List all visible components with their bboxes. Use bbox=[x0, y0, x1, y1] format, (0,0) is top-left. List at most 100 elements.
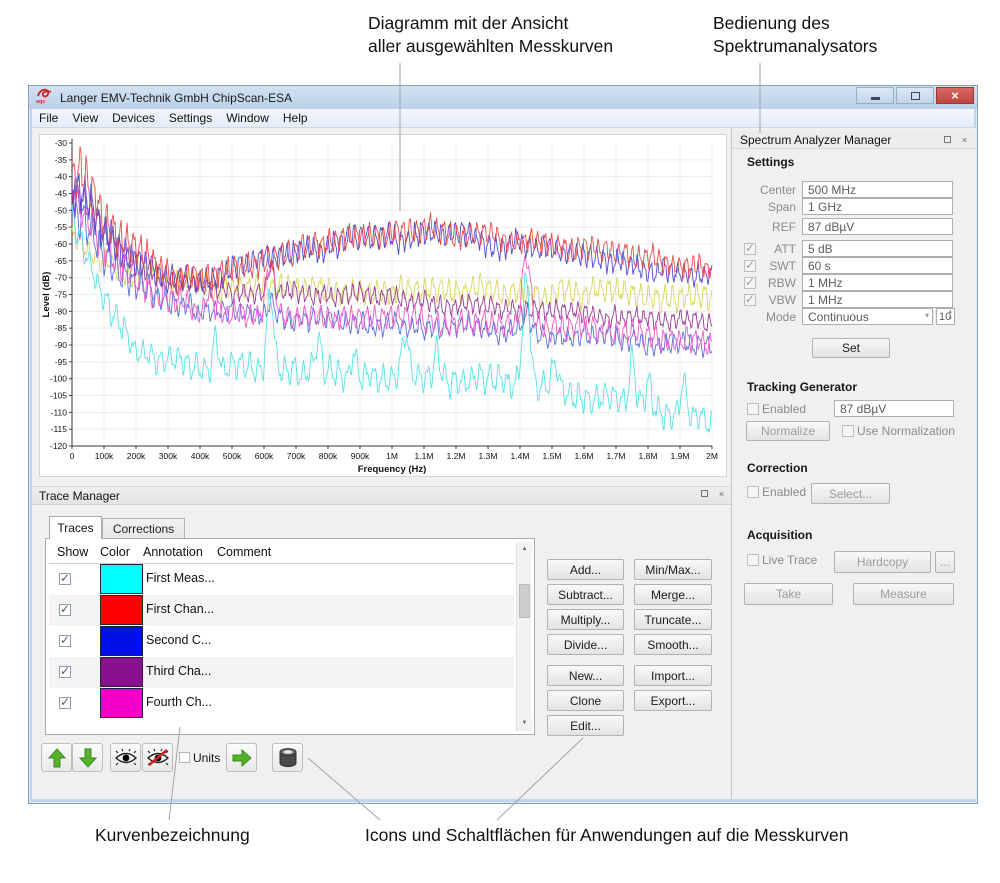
scroll-down-icon[interactable]: ▼ bbox=[517, 716, 532, 731]
trace-row-1[interactable]: First Meas... bbox=[49, 564, 514, 595]
tg-enabled-label: Enabled bbox=[762, 402, 807, 416]
window-minimize-button[interactable] bbox=[856, 87, 894, 104]
clone-button[interactable]: Clone bbox=[547, 690, 624, 711]
move-up-button[interactable] bbox=[41, 743, 72, 772]
hardcopy-more-button[interactable]: ... bbox=[935, 551, 955, 573]
menu-file[interactable]: File bbox=[39, 111, 59, 125]
tab-traces[interactable]: Traces bbox=[49, 516, 102, 539]
take-button[interactable]: Take bbox=[744, 583, 833, 605]
menu-window[interactable]: Window bbox=[226, 111, 269, 125]
vbw-checkbox[interactable] bbox=[744, 292, 756, 306]
span-input[interactable]: 1 GHz bbox=[802, 198, 953, 215]
minmax-button[interactable]: Min/Max... bbox=[634, 559, 712, 580]
measure-button[interactable]: Measure bbox=[853, 583, 954, 605]
svg-text:-115: -115 bbox=[51, 424, 68, 434]
minimize-icon bbox=[870, 97, 880, 100]
trace-row-5[interactable]: Fourth Ch... bbox=[49, 688, 514, 719]
import-button[interactable]: Import... bbox=[634, 665, 712, 686]
swt-checkbox[interactable] bbox=[744, 258, 756, 272]
select-correction-button[interactable]: Select... bbox=[811, 483, 890, 504]
export-button[interactable]: Export... bbox=[634, 690, 712, 711]
correction-heading: Correction bbox=[747, 461, 808, 475]
arrow-up-icon bbox=[47, 747, 66, 767]
add-button[interactable]: Add... bbox=[547, 559, 624, 580]
mode-count-spinner[interactable]: 10 ▲ ▼ bbox=[936, 308, 955, 325]
trace-panel-float-icon[interactable] bbox=[701, 490, 710, 499]
subtract-button[interactable]: Subtract... bbox=[547, 584, 624, 605]
panel-float-icon[interactable] bbox=[944, 136, 953, 145]
hide-trace-button[interactable] bbox=[142, 743, 173, 772]
window-close-button[interactable]: × bbox=[936, 87, 974, 104]
correction-enabled-checkbox[interactable] bbox=[747, 486, 759, 498]
trace-table-scrollbar[interactable]: ▲ ▼ bbox=[516, 542, 532, 731]
scroll-up-icon[interactable]: ▲ bbox=[517, 542, 532, 557]
swt-input[interactable]: 60 s bbox=[802, 257, 953, 274]
panel-close-icon[interactable]: × bbox=[961, 135, 968, 145]
use-normalization-checkbox[interactable] bbox=[842, 425, 854, 437]
svg-text:-45: -45 bbox=[55, 189, 68, 199]
trace-3-color-swatch[interactable] bbox=[100, 626, 143, 656]
window-maximize-button[interactable] bbox=[896, 87, 934, 104]
truncate-button[interactable]: Truncate... bbox=[634, 609, 712, 630]
trace-4-color-swatch[interactable] bbox=[100, 657, 143, 687]
center-input[interactable]: 500 MHz bbox=[802, 181, 953, 198]
menu-help[interactable]: Help bbox=[282, 111, 308, 125]
live-trace-checkbox[interactable] bbox=[747, 554, 759, 566]
menu-devices[interactable]: Devices bbox=[112, 111, 155, 125]
trace-4-annotation[interactable]: Third Cha... bbox=[146, 664, 212, 678]
spinner-arrows-icon[interactable]: ▲ ▼ bbox=[947, 309, 953, 322]
apply-button[interactable] bbox=[226, 743, 257, 772]
hardcopy-button[interactable]: Hardcopy bbox=[834, 551, 931, 573]
tg-level-input[interactable]: 87 dBµV bbox=[834, 400, 954, 417]
trace-row-2[interactable]: First Chan... bbox=[49, 595, 514, 626]
trace-5-annotation[interactable]: Fourth Ch... bbox=[146, 695, 212, 709]
trace-1-annotation[interactable]: First Meas... bbox=[146, 571, 215, 585]
trace-1-show-checkbox[interactable] bbox=[59, 571, 71, 585]
new-button[interactable]: New... bbox=[547, 665, 624, 686]
vbw-input[interactable]: 1 MHz bbox=[802, 291, 953, 308]
annotation-curve-label: Kurvenbezeichnung bbox=[95, 825, 250, 845]
trace-3-show-checkbox[interactable] bbox=[59, 633, 71, 647]
spectrum-panel-header[interactable]: Spectrum Analyzer Manager bbox=[732, 131, 976, 149]
trace-1-color-swatch[interactable] bbox=[100, 564, 143, 594]
trace-3-annotation[interactable]: Second C... bbox=[146, 633, 212, 647]
rbw-input[interactable]: 1 MHz bbox=[802, 274, 953, 291]
trace-2-color-swatch[interactable] bbox=[100, 595, 143, 625]
trace-panel-close-icon[interactable]: × bbox=[718, 489, 725, 499]
svg-text:1.7M: 1.7M bbox=[607, 451, 626, 461]
annotation-spectrum-line1: Bedienung des bbox=[713, 13, 830, 33]
menu-view[interactable]: View bbox=[72, 111, 99, 125]
scrollbar-thumb[interactable] bbox=[519, 584, 530, 618]
rbw-checkbox[interactable] bbox=[744, 275, 756, 289]
trace-row-4[interactable]: Third Cha... bbox=[49, 657, 514, 688]
show-trace-button[interactable] bbox=[110, 743, 141, 772]
tab-corrections[interactable]: Corrections bbox=[102, 518, 185, 539]
trace-5-color-swatch[interactable] bbox=[100, 688, 143, 718]
title-bar[interactable]: xqc Langer EMV-Technik GmbH ChipScan-ESA… bbox=[29, 86, 977, 109]
svg-text:-55: -55 bbox=[55, 222, 68, 232]
merge-button[interactable]: Merge... bbox=[634, 584, 712, 605]
trace-2-annotation[interactable]: First Chan... bbox=[146, 602, 215, 616]
trace-5-show-checkbox[interactable] bbox=[59, 695, 71, 709]
att-input[interactable]: 5 dB bbox=[802, 240, 953, 257]
normalize-button[interactable]: Normalize bbox=[746, 421, 830, 441]
trace-row-3[interactable]: Second C... bbox=[49, 626, 514, 657]
edit-button[interactable]: Edit... bbox=[547, 715, 624, 736]
trace-manager-header[interactable]: Trace Manager bbox=[32, 486, 731, 505]
multiply-button[interactable]: Multiply... bbox=[547, 609, 624, 630]
mode-value: Continuous bbox=[808, 309, 869, 324]
svg-text:1.2M: 1.2M bbox=[447, 451, 466, 461]
tg-enabled-checkbox[interactable] bbox=[747, 403, 759, 415]
units-checkbox[interactable] bbox=[179, 752, 190, 763]
menu-settings[interactable]: Settings bbox=[168, 111, 213, 125]
set-button[interactable]: Set bbox=[812, 338, 890, 358]
divide-button[interactable]: Divide... bbox=[547, 634, 624, 655]
move-down-button[interactable] bbox=[72, 743, 103, 772]
trace-4-show-checkbox[interactable] bbox=[59, 664, 71, 678]
trace-2-show-checkbox[interactable] bbox=[59, 602, 71, 616]
mode-select[interactable]: Continuous ▾ bbox=[802, 308, 933, 325]
delete-trace-button[interactable] bbox=[272, 743, 303, 772]
ref-input[interactable]: 87 dBµV bbox=[802, 218, 953, 235]
smooth-button[interactable]: Smooth... bbox=[634, 634, 712, 655]
att-checkbox[interactable] bbox=[744, 241, 756, 255]
